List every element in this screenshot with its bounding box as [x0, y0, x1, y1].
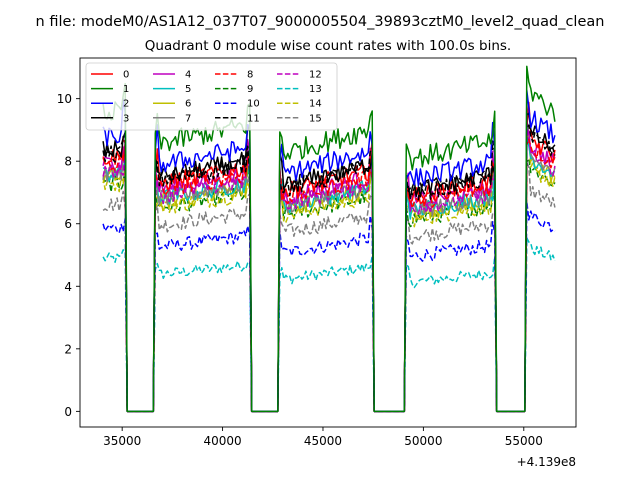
y-tick-label: 8	[64, 155, 72, 169]
legend-label-3: 3	[123, 113, 129, 124]
plot-area	[102, 65, 556, 413]
y-tick-label: 4	[64, 280, 72, 294]
legend-label-11: 11	[247, 113, 260, 124]
series-line-13	[102, 237, 556, 413]
legend-box	[85, 62, 338, 131]
legend-label-10: 10	[247, 99, 260, 110]
x-axis: 35000 40000 45000 50000 55000	[103, 427, 543, 448]
legend-label-2: 2	[123, 99, 129, 110]
legend-label-14: 14	[309, 99, 322, 110]
series-line-10	[102, 200, 556, 413]
series-line-3	[102, 112, 556, 413]
y-axis: 0 2 4 6 8 10	[57, 92, 80, 419]
legend-label-9: 9	[247, 84, 253, 95]
series-line-2	[102, 89, 556, 413]
y-tick-label: 2	[64, 342, 72, 356]
legend-label-1: 1	[123, 84, 129, 95]
legend-label-5: 5	[185, 84, 191, 95]
legend-label-6: 6	[185, 99, 191, 110]
legend-label-12: 12	[309, 70, 322, 81]
series-line-1	[102, 65, 556, 413]
x-tick-label: 45000	[304, 434, 342, 448]
legend-label-8: 8	[247, 70, 253, 81]
x-axis-offset-label: +4.139e8	[517, 455, 576, 469]
x-tick-label: 55000	[505, 434, 543, 448]
legend-label-13: 13	[309, 84, 322, 95]
legend-label-7: 7	[185, 113, 191, 124]
x-tick-label: 35000	[103, 434, 141, 448]
axes-frame	[79, 57, 577, 428]
y-tick-label: 0	[64, 405, 72, 419]
y-tick-label: 10	[57, 92, 72, 106]
chart-title: Quadrant 0 module wise count rates with …	[145, 38, 511, 54]
y-tick-label: 6	[64, 217, 72, 231]
series-line-15	[102, 162, 556, 413]
figure-suptitle: n file: modeM0/AS1A12_037T07_9000005504_…	[36, 14, 605, 30]
x-tick-label: 40000	[203, 434, 241, 448]
x-tick-label: 50000	[404, 434, 442, 448]
legend-label-15: 15	[309, 113, 322, 124]
legend-label-4: 4	[185, 70, 191, 81]
legend-label-0: 0	[123, 70, 129, 81]
